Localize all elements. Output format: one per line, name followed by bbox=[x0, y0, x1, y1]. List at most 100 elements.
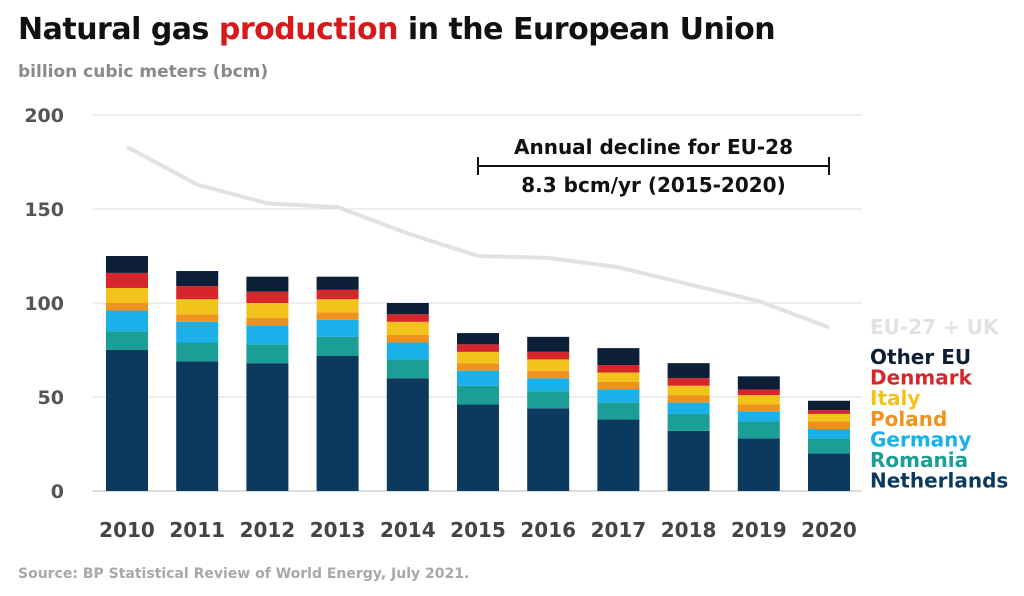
bar-segment bbox=[316, 299, 359, 313]
bar-segment bbox=[808, 413, 850, 422]
x-tick-label: 2014 bbox=[380, 518, 436, 542]
bar-segment bbox=[106, 272, 148, 288]
bar-segment bbox=[316, 289, 359, 300]
bar-segment bbox=[597, 372, 640, 382]
bar-segment bbox=[386, 359, 429, 379]
bar-segment bbox=[597, 402, 640, 420]
bar-segment bbox=[246, 291, 289, 303]
legend-item: Netherlands bbox=[870, 469, 1008, 493]
bar-segment bbox=[527, 391, 570, 409]
bar-segment bbox=[457, 404, 499, 491]
bar-segment bbox=[737, 404, 780, 413]
bar-segment bbox=[386, 321, 429, 335]
bar-segment bbox=[316, 276, 359, 290]
bar-segment bbox=[737, 438, 780, 491]
bar-segment bbox=[246, 303, 289, 319]
bar-segment bbox=[176, 286, 219, 300]
bar-segment bbox=[106, 303, 148, 311]
bar-segment bbox=[667, 385, 710, 396]
x-tick-label: 2013 bbox=[310, 518, 366, 542]
bar-segment bbox=[737, 376, 780, 390]
bar-segment bbox=[667, 363, 710, 379]
legend-item: Germany bbox=[870, 427, 971, 451]
bar-segment bbox=[597, 419, 640, 491]
bar-segment bbox=[808, 421, 850, 429]
bar-segment bbox=[386, 334, 429, 343]
y-tick-label: 50 bbox=[38, 387, 64, 409]
bar-segment bbox=[246, 276, 289, 292]
x-tick-label: 2017 bbox=[591, 518, 647, 542]
bar-segment bbox=[246, 344, 289, 364]
bar-segment bbox=[386, 342, 429, 360]
annotation-title: Annual decline for EU-28 bbox=[514, 135, 793, 159]
legend-item: Italy bbox=[870, 386, 920, 410]
bar-segment bbox=[527, 351, 570, 360]
bar-segment bbox=[106, 310, 148, 332]
bar-segment bbox=[457, 370, 499, 386]
bar-segment bbox=[737, 421, 780, 439]
bar-segment bbox=[176, 321, 219, 343]
bar-segment bbox=[106, 287, 148, 303]
bar-segment bbox=[457, 385, 499, 405]
bar-segment bbox=[316, 336, 359, 356]
bar-segment bbox=[597, 389, 640, 403]
bar-segment bbox=[527, 378, 570, 392]
x-tick-label: 2020 bbox=[801, 518, 857, 542]
x-tick-label: 2010 bbox=[99, 518, 155, 542]
x-tick-label: 2012 bbox=[240, 518, 296, 542]
bar-segment bbox=[667, 402, 710, 414]
bar-segment bbox=[106, 350, 148, 491]
bar-segment bbox=[386, 314, 429, 322]
y-tick-label: 200 bbox=[24, 105, 64, 127]
bar-segment bbox=[246, 318, 289, 326]
bar-segment bbox=[808, 410, 850, 414]
legend-item: Other EU bbox=[870, 345, 971, 369]
y-tick-label: 150 bbox=[24, 199, 64, 221]
chart-subtitle: billion cubic meters (bcm) bbox=[18, 62, 269, 82]
legend-item: Poland bbox=[870, 407, 947, 431]
bar-segment bbox=[667, 413, 710, 431]
bar-segment bbox=[246, 363, 289, 491]
bar-segment bbox=[667, 378, 710, 386]
bar-segment bbox=[808, 400, 850, 411]
bar-segment bbox=[176, 361, 219, 491]
bar-segment bbox=[176, 271, 219, 287]
bar-segment bbox=[457, 363, 499, 371]
bar-segment bbox=[667, 395, 710, 403]
bar-segment bbox=[457, 333, 499, 345]
bar-segment bbox=[316, 355, 359, 491]
bar-segment bbox=[106, 331, 148, 350]
bar-segment bbox=[737, 395, 780, 405]
bar-segment bbox=[527, 408, 570, 491]
legend-item-line: EU-27 + UK bbox=[870, 315, 1000, 339]
x-tick-label: 2015 bbox=[450, 518, 506, 542]
x-tick-label: 2016 bbox=[520, 518, 576, 542]
bar-segment bbox=[527, 336, 570, 352]
x-tick-label: 2019 bbox=[731, 518, 787, 542]
y-tick-label: 100 bbox=[24, 293, 64, 315]
bar-segment bbox=[597, 348, 640, 366]
bar-segment bbox=[316, 312, 359, 320]
bar-segment bbox=[246, 325, 289, 345]
bar-segment bbox=[176, 314, 219, 322]
bar-segment bbox=[386, 378, 429, 491]
bar-segment bbox=[808, 428, 850, 439]
legend-item: Denmark bbox=[870, 366, 973, 390]
bar-segment bbox=[176, 299, 219, 315]
bar-segment bbox=[316, 319, 359, 337]
chart-title: Natural gas production in the European U… bbox=[18, 12, 776, 47]
x-tick-label: 2018 bbox=[661, 518, 717, 542]
legend-item: Romania bbox=[870, 448, 968, 472]
annotation-value: 8.3 bcm/yr (2015-2020) bbox=[521, 173, 785, 197]
bar-segment bbox=[527, 370, 570, 379]
bar-segment bbox=[737, 412, 780, 422]
bar-segment bbox=[527, 359, 570, 371]
source-note: Source: BP Statistical Review of World E… bbox=[18, 566, 470, 582]
bar-segment bbox=[808, 453, 850, 491]
bar-segment bbox=[457, 351, 499, 364]
x-tick-label: 2011 bbox=[169, 518, 225, 542]
bar-segment bbox=[597, 365, 640, 373]
y-tick-label: 0 bbox=[51, 481, 64, 503]
bar-segment bbox=[176, 342, 219, 362]
